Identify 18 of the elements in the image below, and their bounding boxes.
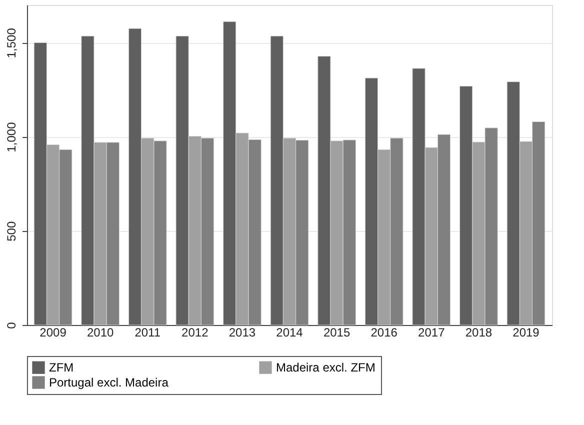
legend-label: Madeira excl. ZFM — [276, 360, 376, 375]
y-tick-label: 0 — [4, 322, 18, 329]
y-tick-label: 500 — [4, 221, 18, 242]
x-tick-label: 2014 — [276, 326, 304, 340]
x-tick-label: 2019 — [512, 326, 540, 340]
y-tick-label: 1,500 — [4, 28, 18, 58]
x-tick-label: 2018 — [465, 326, 492, 340]
x-tick-label: 2011 — [134, 326, 161, 340]
x-tick-label: 2017 — [418, 326, 446, 340]
x-tick-label: 2013 — [228, 326, 256, 340]
x-tick-label: 2009 — [40, 326, 67, 340]
x-tick-label: 2016 — [370, 326, 398, 340]
y-tick-label: 1,000 — [4, 122, 18, 152]
x-tick-label: 2012 — [182, 326, 209, 340]
legend-label: ZFM — [49, 360, 74, 375]
legend-label: Portugal excl. Madeira — [49, 376, 169, 390]
x-tick-label: 2015 — [323, 326, 350, 340]
x-tick-label: 2010 — [86, 326, 114, 340]
